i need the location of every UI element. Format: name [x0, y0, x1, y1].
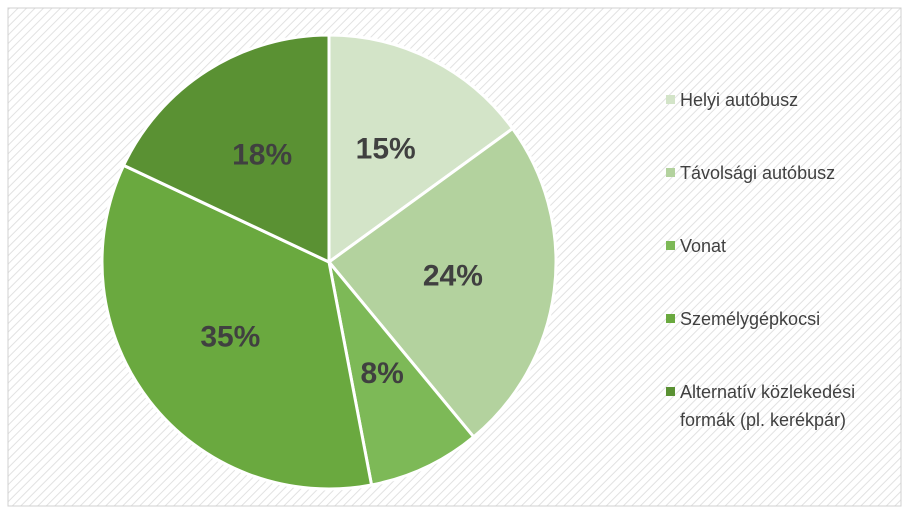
legend-label: Helyi autóbusz [680, 90, 799, 110]
legend-item: Vonat [666, 232, 892, 260]
legend-swatch [666, 95, 675, 104]
legend-swatch [666, 387, 675, 396]
legend-swatch [666, 168, 675, 177]
data-label: 8% [360, 357, 403, 390]
legend-swatch [666, 314, 675, 323]
legend-label: Alternatív közlekedési formák (pl. kerék… [680, 382, 856, 430]
pie: 15% 24% 8% 35% 18% [100, 33, 558, 491]
legend-label: Távolsági autóbusz [680, 163, 836, 183]
legend-item: Alternatív közlekedési formák (pl. kerék… [666, 378, 892, 434]
pie-slice [121, 33, 331, 265]
pie-slice [327, 261, 476, 487]
legend: Helyi autóbusz Távolsági autóbusz Vonat Sze… [666, 86, 892, 479]
pie-slice [100, 163, 374, 491]
data-label: 18% [232, 139, 292, 172]
data-label: 35% [200, 320, 260, 353]
pie-slice [326, 126, 558, 440]
data-label: 15% [356, 133, 416, 166]
legend-swatch [666, 241, 675, 250]
legend-item: Személygépkocsi [666, 305, 892, 333]
legend-label: Személygépkocsi [680, 309, 821, 329]
legend-item: Helyi autóbusz [666, 86, 892, 114]
pie-slice [327, 33, 515, 265]
legend-item: Távolsági autóbusz [666, 159, 892, 187]
legend-label: Vonat [680, 236, 727, 256]
data-label: 24% [423, 260, 483, 293]
